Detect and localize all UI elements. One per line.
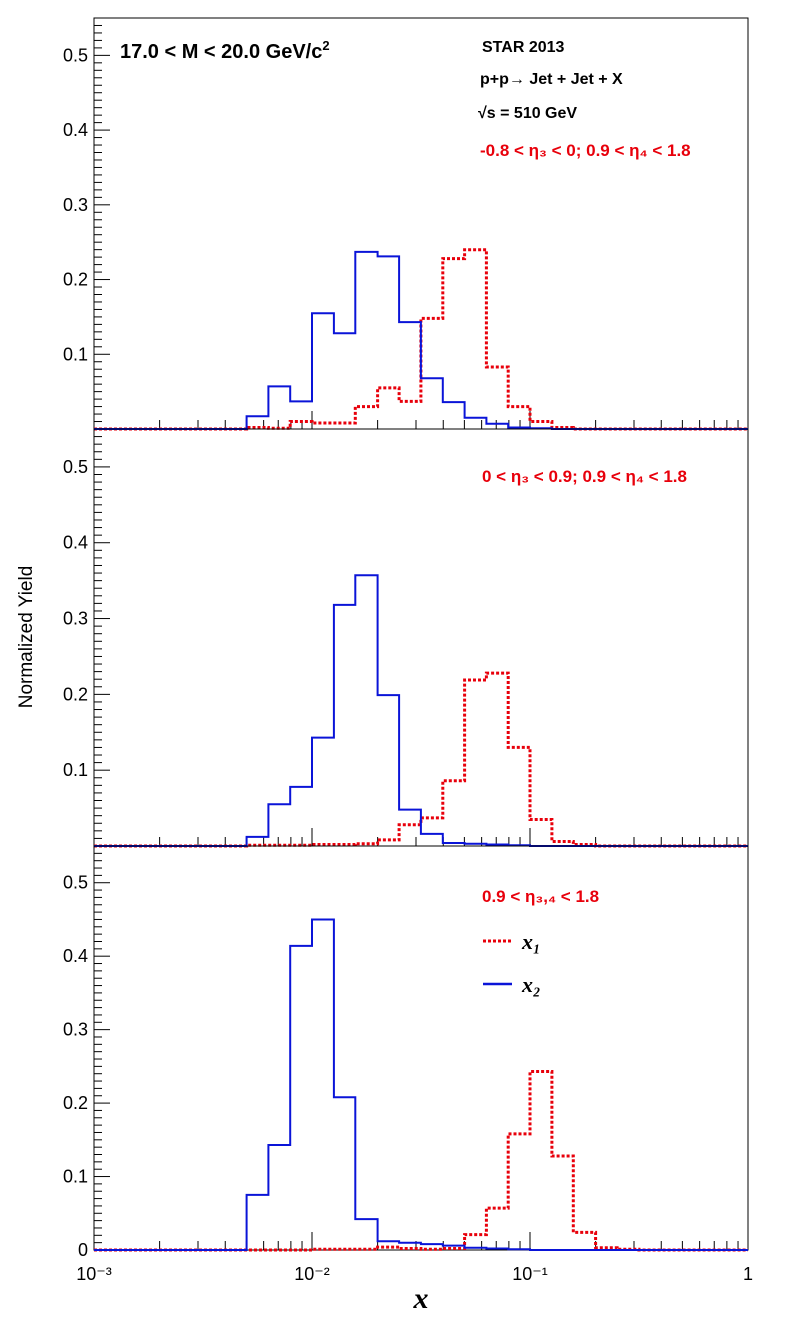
- y-axis-title: Normalized Yield: [16, 566, 37, 709]
- region-label-middle: 0 < η₃ < 0.9; 0.9 < η₄ < 1.8: [482, 467, 687, 486]
- y-tick-label: 0.2: [63, 684, 88, 704]
- experiment-label: STAR 2013: [482, 39, 565, 56]
- y-tick-label: 0.2: [63, 1093, 88, 1113]
- panel-bottom: 0 0.1 0.2 0.3 0.4 0.5 10⁻³ 10⁻² 10⁻¹ 1: [63, 845, 753, 1284]
- y-tick-label: 0.2: [63, 270, 88, 290]
- x-tick-label: 10⁻³: [76, 1264, 112, 1284]
- y-tick-label: 0.1: [63, 344, 88, 364]
- x-axis-title: x: [413, 1282, 429, 1315]
- y-tick-label: 0.1: [63, 760, 88, 780]
- panel-middle: 0.1 0.2 0.3 0.4 0.5: [63, 428, 749, 848]
- y-tick-label: 0: [78, 1240, 88, 1260]
- y-tick-label: 0.1: [63, 1167, 88, 1187]
- y-tick-label: 0.3: [63, 609, 88, 629]
- legend-label-x2: x₂: [521, 972, 541, 997]
- energy-label: √s = 510 GeV: [478, 105, 577, 122]
- panel-top: 0.1 0.2 0.3 0.4 0.5: [63, 17, 749, 431]
- y-tick-label: 0.5: [63, 457, 88, 477]
- y-tick-label: 0.3: [63, 195, 88, 215]
- plot-frame: [93, 428, 749, 847]
- mass-range-superscript: 2: [322, 38, 329, 53]
- x-tick-label: 10⁻¹: [512, 1264, 548, 1284]
- y-tick-label: 0.4: [63, 120, 88, 140]
- x-tick-label: 1: [743, 1264, 753, 1284]
- x-tick-label: 10⁻²: [294, 1264, 330, 1284]
- y-tick-label: 0.4: [63, 946, 88, 966]
- plot-frame: [93, 845, 749, 1251]
- histogram-x1: [94, 1070, 748, 1252]
- histogram-x2: [94, 574, 748, 847]
- legend-label-x1: x₁: [521, 929, 541, 954]
- y-tick-label: 0.5: [63, 873, 88, 893]
- mass-range-label: 17.0 < M < 20.0 GeV/c2: [120, 38, 330, 63]
- process-label: p+p→ Jet + Jet + X: [480, 71, 623, 88]
- histogram-x2: [94, 918, 748, 1251]
- region-label-top: -0.8 < η₃ < 0; 0.9 < η₄ < 1.8: [480, 141, 691, 160]
- y-tick-label: 0.3: [63, 1020, 88, 1040]
- y-tick-label: 0.4: [63, 533, 88, 553]
- region-label-bottom: 0.9 < η₃,₄ < 1.8: [482, 887, 599, 906]
- legend: x₁ x₂: [483, 929, 541, 997]
- y-tick-label: 0.5: [63, 45, 88, 65]
- mass-range-text: 17.0 < M < 20.0 GeV/c: [120, 41, 322, 63]
